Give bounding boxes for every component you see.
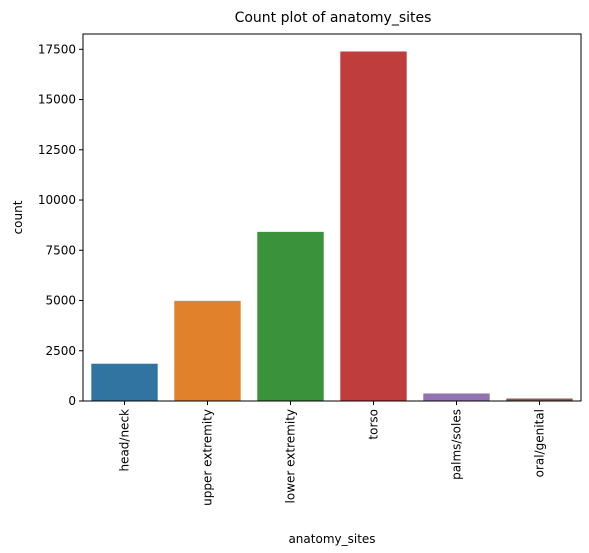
bar-palms-soles bbox=[423, 393, 490, 401]
x-tick-label: oral/genital bbox=[533, 409, 547, 477]
y-tick-label: 5000 bbox=[45, 294, 76, 308]
x-tick-label: head/neck bbox=[118, 409, 132, 472]
y-tick-label: 7500 bbox=[45, 243, 76, 257]
bar-torso bbox=[340, 51, 407, 401]
x-tick-label: lower extremity bbox=[284, 409, 298, 503]
plot-frame bbox=[82, 33, 582, 402]
bar-head-neck bbox=[91, 363, 158, 401]
x-axis-title: anatomy_sites bbox=[288, 532, 375, 546]
bar-upper-extremity bbox=[174, 300, 241, 401]
chart-title: Count plot of anatomy_sites bbox=[235, 10, 432, 26]
x-tick-label: palms/soles bbox=[450, 409, 464, 480]
x-tick-label: torso bbox=[367, 409, 381, 440]
y-tick-label: 10000 bbox=[38, 193, 76, 207]
x-axis: head/neck upper extremity lower extremity t… bbox=[118, 401, 547, 506]
bars bbox=[91, 51, 573, 401]
y-tick-label: 17500 bbox=[38, 42, 76, 56]
y-tick-label: 12500 bbox=[38, 143, 76, 157]
y-axis: 0 2500 5000 7500 10000 12500 15000 17500 bbox=[38, 42, 83, 408]
bar-oral-genital bbox=[506, 398, 573, 401]
bar-lower-extremity bbox=[257, 231, 324, 401]
y-tick-label: 15000 bbox=[38, 93, 76, 107]
y-axis-title: count bbox=[11, 200, 25, 234]
y-tick-label: 0 bbox=[68, 394, 76, 408]
x-tick-label: upper extremity bbox=[201, 409, 215, 506]
y-tick-label: 2500 bbox=[45, 344, 76, 358]
